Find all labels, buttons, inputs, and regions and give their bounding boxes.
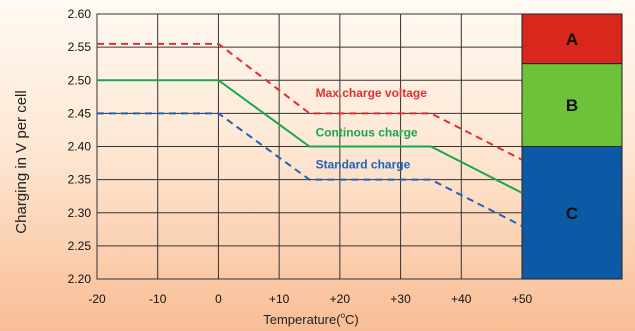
zone-label-a: A xyxy=(566,30,578,49)
x-axis-label: Temperature(oC) xyxy=(263,311,358,327)
zone-a xyxy=(521,13,623,65)
y-tick-label: 2.35 xyxy=(68,173,92,187)
series-label-1: Continous charge xyxy=(316,126,418,140)
x-tick-label: +50 xyxy=(512,292,533,306)
series-line-2 xyxy=(97,112,523,227)
x-tick-label: -10 xyxy=(149,292,167,306)
y-tick-label: 2.30 xyxy=(68,206,92,220)
y-tick-label: 2.50 xyxy=(68,73,92,87)
series-line-0 xyxy=(97,42,523,161)
y-tick-label: 2.45 xyxy=(68,106,92,120)
series-lines: Max.charge voltage Continous charge Standa… xyxy=(97,42,523,227)
y-tick-label: 2.20 xyxy=(68,272,92,286)
x-tick-label: -20 xyxy=(88,292,106,306)
y-tick-label: 2.60 xyxy=(68,7,92,21)
x-tick-label: +10 xyxy=(269,292,290,306)
zone-label-b: B xyxy=(566,96,578,115)
x-tick-label: +30 xyxy=(390,292,411,306)
x-tick-label: +20 xyxy=(330,292,351,306)
series-label-0: Max.charge voltage xyxy=(316,86,428,100)
zone-b xyxy=(521,63,623,147)
zone-bars: A B C xyxy=(521,13,623,280)
series-label-2: Standard charge xyxy=(316,157,411,171)
x-tick-label: +40 xyxy=(451,292,472,306)
zone-c xyxy=(521,146,623,280)
x-tick-label: 0 xyxy=(215,292,222,306)
y-tick-label: 2.25 xyxy=(68,239,92,253)
y-tick-label: 2.40 xyxy=(68,140,92,154)
y-tick-label: 2.55 xyxy=(68,40,92,54)
y-axis-label: Charging in V per cell xyxy=(13,90,30,233)
series-line-1 xyxy=(97,79,523,194)
axis-ticks: 2.60 2.55 2.50 2.45 2.40 2.35 2.30 2.25 2.20 -20 -… xyxy=(68,7,533,306)
zone-label-c: C xyxy=(566,204,578,223)
